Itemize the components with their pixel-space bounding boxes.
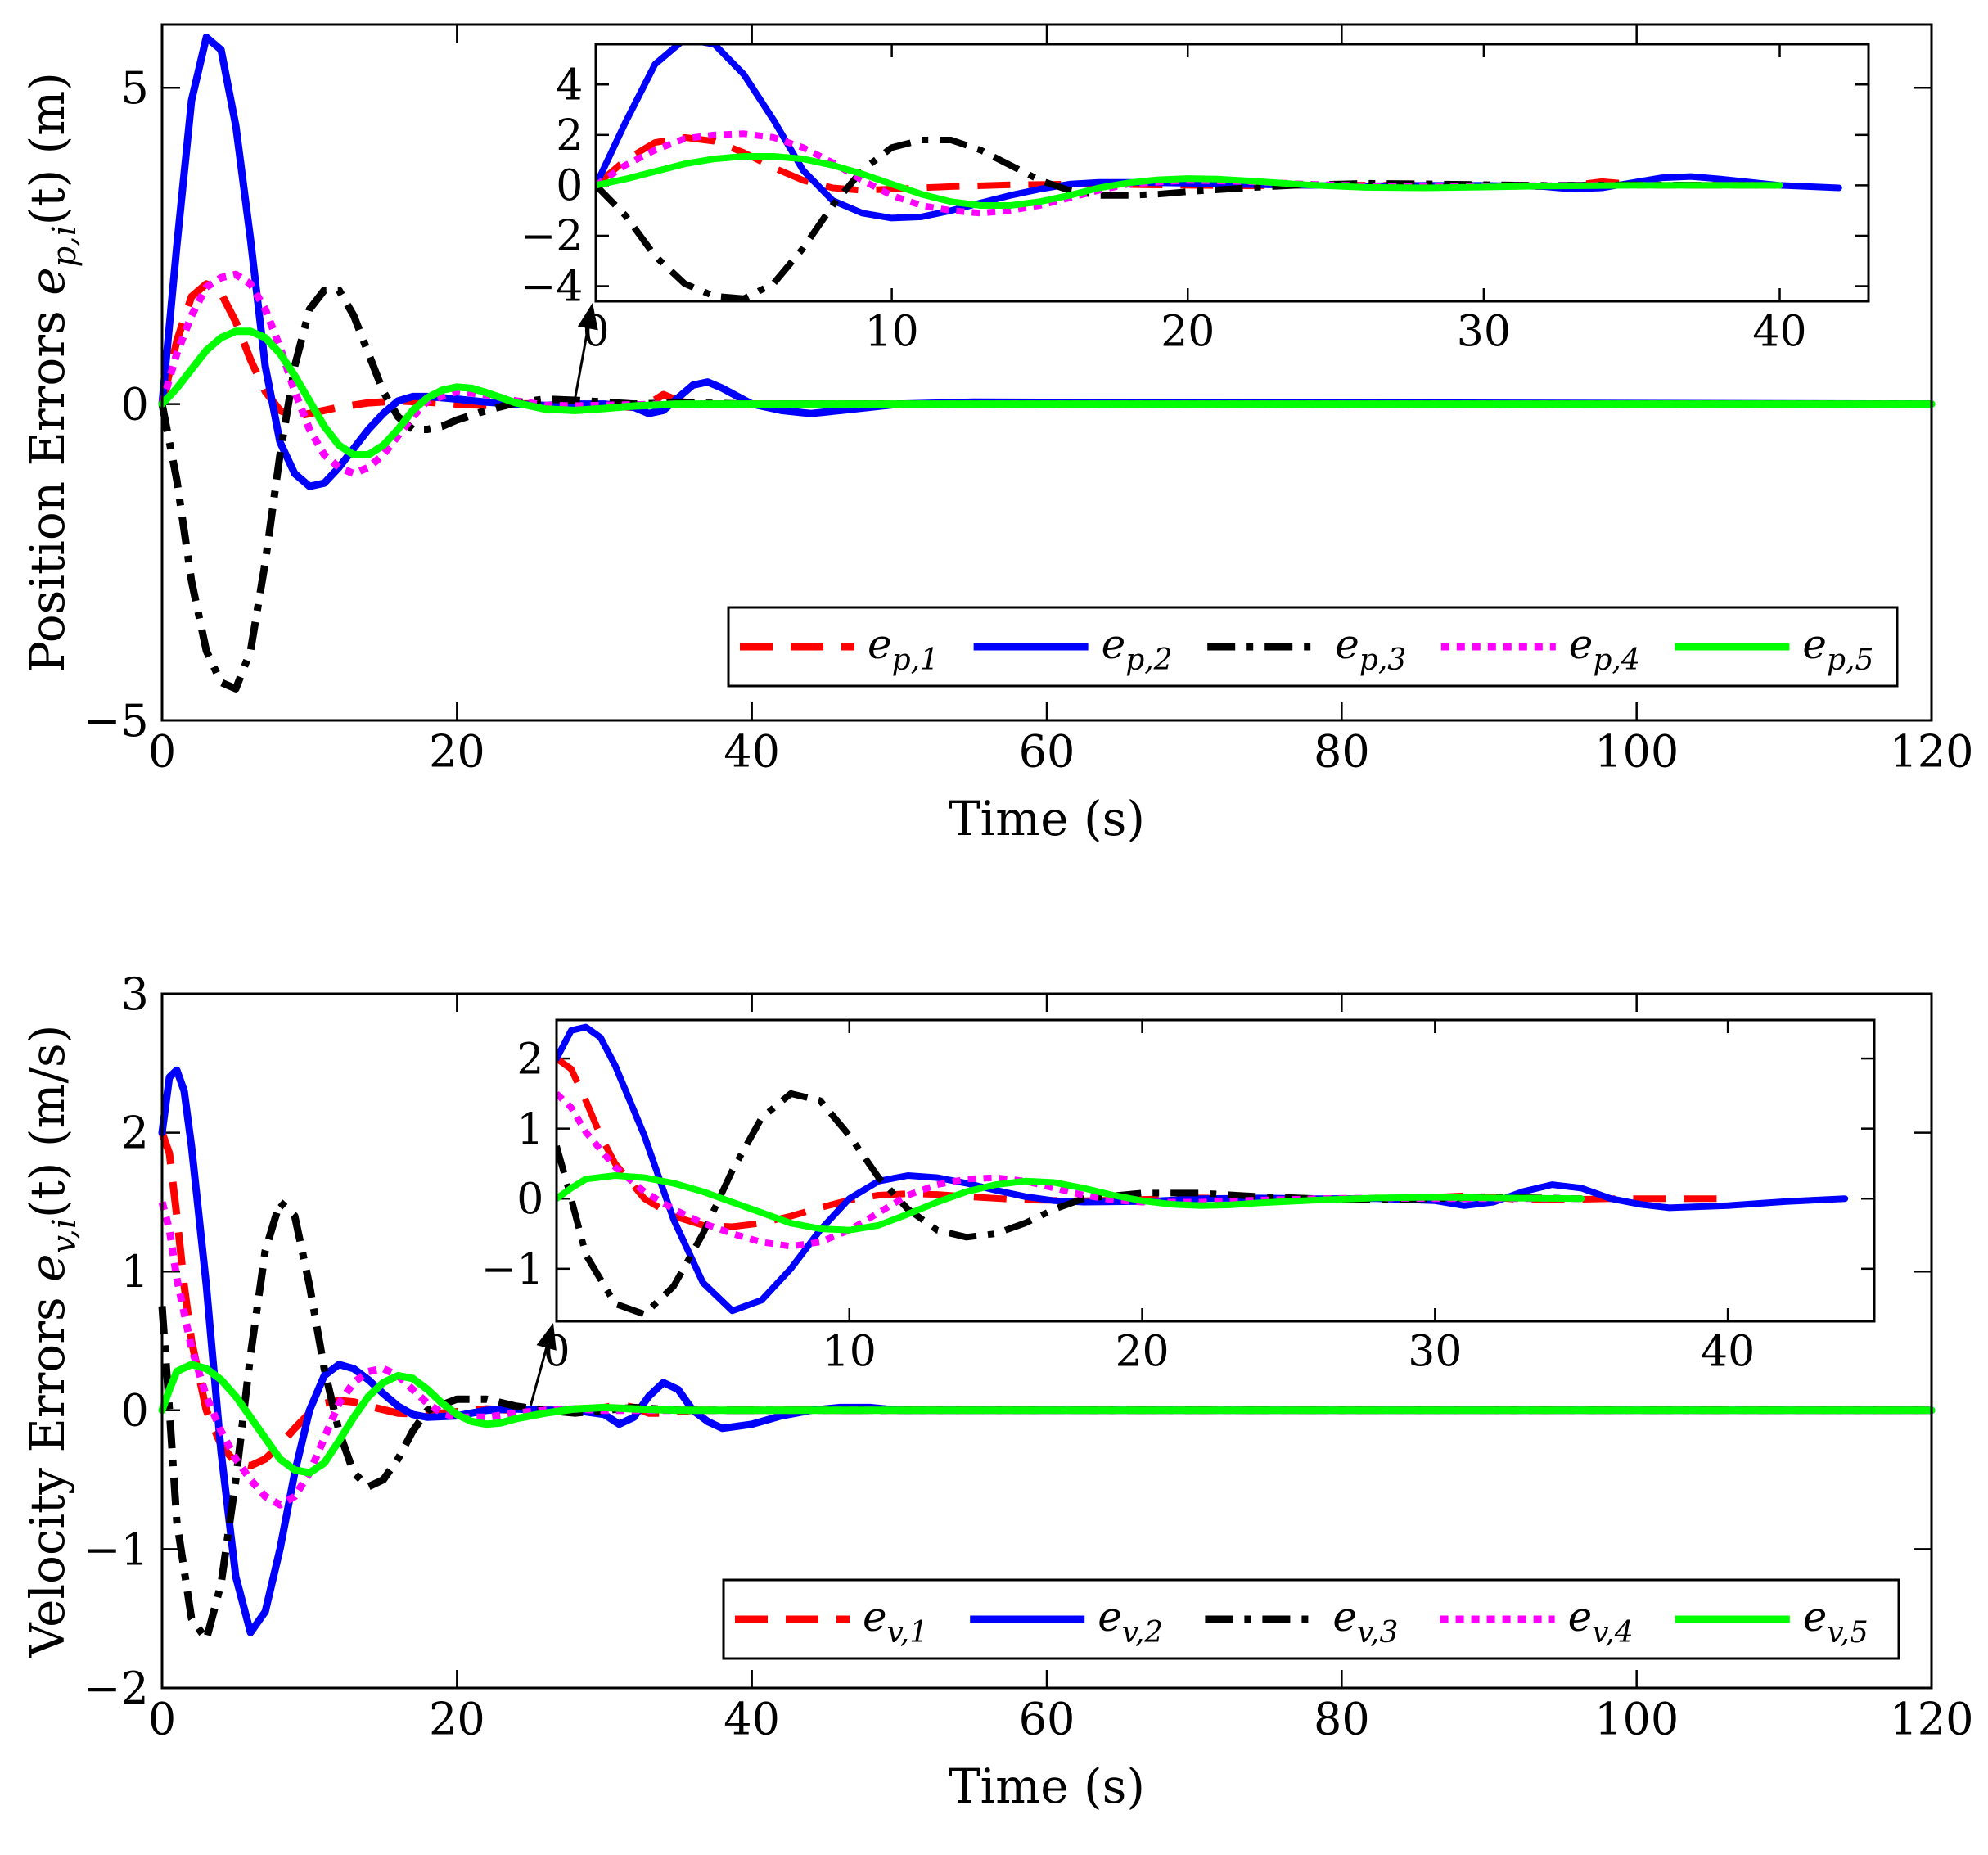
velocity-series-v-2 bbox=[158, 1066, 1936, 1636]
position-zoom-arrowhead bbox=[577, 303, 598, 331]
velocity-main-ytick-label: 1 bbox=[120, 1246, 148, 1298]
position-main-frame-overlay bbox=[160, 23, 1933, 722]
velocity-main-xtick-label: 100 bbox=[1594, 1694, 1679, 1745]
position-inset-xtick-label: 20 bbox=[1161, 308, 1215, 357]
position-inset-series-p-5 bbox=[596, 153, 1783, 209]
position-legend-label: ep,5 bbox=[1802, 621, 1873, 677]
position-series-p-2 bbox=[158, 34, 1936, 490]
position-x-axis-label: Time (s) bbox=[949, 791, 1145, 846]
position-inset-ytick-label: 2 bbox=[556, 111, 583, 160]
position-inset-plot bbox=[596, 44, 1842, 301]
position-legend-label: ep,1 bbox=[868, 621, 939, 677]
velocity-inset-xtick-label: 0 bbox=[543, 1328, 570, 1377]
velocity-legend-label: ev,4 bbox=[1568, 1593, 1634, 1650]
position-legend: ep,1 ep,2 ep,3 ep,4 ep,5 bbox=[727, 606, 1899, 688]
velocity-main-xtick-label: 60 bbox=[1019, 1694, 1075, 1745]
velocity-inset-plot bbox=[557, 1023, 1849, 1318]
velocity-main-xtick-label: 80 bbox=[1314, 1694, 1370, 1745]
velocity-main-ytick-label: −2 bbox=[83, 1663, 149, 1714]
velocity-main-xtick-label: 0 bbox=[148, 1694, 176, 1745]
velocity-legend: ev,1 ev,2 ev,3 ev,4 ev,5 bbox=[722, 1578, 1900, 1660]
position-zoom-arrow bbox=[573, 327, 590, 399]
position-legend-label: ep,2 bbox=[1102, 621, 1173, 677]
position-main-xtick-label: 60 bbox=[1019, 726, 1075, 778]
velocity-main-xtick-label: 120 bbox=[1889, 1694, 1973, 1745]
velocity-y-axis-label: Velocity Errors ev,i(t) (m/s) bbox=[20, 1025, 83, 1659]
velocity-series-v-4 bbox=[158, 1201, 1932, 1509]
position-inset-xtick-label: 30 bbox=[1457, 308, 1511, 357]
velocity-zoom-arrowhead bbox=[536, 1323, 557, 1351]
position-main-xtick-label: 100 bbox=[1594, 726, 1679, 778]
position-y-axis-label: Position Errors ep,i(t) (m) bbox=[20, 72, 83, 673]
position-main-xtick-label: 80 bbox=[1314, 726, 1370, 778]
position-inset-ytick-label: 0 bbox=[556, 162, 583, 211]
velocity-main-xtick-label: 20 bbox=[429, 1694, 485, 1745]
position-inset-frame-overlay bbox=[594, 43, 1870, 303]
position-main-xtick-label: 0 bbox=[148, 726, 176, 778]
velocity-main-ytick-label: −1 bbox=[83, 1523, 149, 1575]
position-inset-xtick-label: 40 bbox=[1752, 308, 1806, 357]
velocity-inset-series-v-4 bbox=[557, 1091, 1582, 1250]
velocity-main-ytick-label: 3 bbox=[120, 968, 148, 1020]
velocity-series-v-5 bbox=[158, 1361, 1936, 1477]
position-main-ytick-label: 5 bbox=[120, 62, 148, 114]
velocity-inset-xtick-label: 10 bbox=[823, 1328, 877, 1377]
position-series-p-4 bbox=[158, 270, 1932, 478]
position-main-xtick-label: 120 bbox=[1889, 726, 1973, 778]
position-legend-label: ep,3 bbox=[1335, 621, 1406, 677]
velocity-inset-ytick-label: 2 bbox=[516, 1035, 543, 1084]
position-main-xtick-label: 20 bbox=[429, 726, 485, 778]
velocity-inset-xtick-label: 30 bbox=[1408, 1328, 1462, 1377]
velocity-inset-xtick-label: 20 bbox=[1115, 1328, 1169, 1377]
velocity-x-axis-label: Time (s) bbox=[949, 1758, 1145, 1814]
position-inset-ytick-label: −4 bbox=[521, 263, 584, 312]
velocity-legend-label: ev,3 bbox=[1332, 1593, 1398, 1650]
velocity-inset-series-v-5 bbox=[557, 1172, 1585, 1234]
velocity-zoom-arrow bbox=[529, 1346, 548, 1406]
position-legend-label: ep,4 bbox=[1569, 621, 1640, 677]
velocity-inset-frame-overlay bbox=[555, 1018, 1876, 1323]
position-main-ytick-label: 0 bbox=[120, 379, 148, 431]
position-series-p-3 bbox=[158, 287, 1932, 693]
position-inset-xtick-label: 0 bbox=[582, 308, 609, 357]
position-inset-ytick-label: −2 bbox=[521, 212, 584, 261]
velocity-inset-series-v-2 bbox=[557, 1023, 1849, 1315]
position-series-p-5 bbox=[158, 327, 1936, 458]
velocity-main-ytick-label: 0 bbox=[120, 1385, 148, 1437]
position-inset-series-p-3 bbox=[596, 137, 1780, 301]
velocity-legend-label: ev,5 bbox=[1803, 1593, 1869, 1650]
velocity-inset-ytick-label: −1 bbox=[481, 1245, 544, 1294]
velocity-inset-ytick-label: 1 bbox=[516, 1105, 543, 1154]
velocity-inset-ytick-label: 0 bbox=[516, 1175, 543, 1224]
position-inset-xtick-label: 10 bbox=[865, 308, 919, 357]
velocity-inset-xtick-label: 40 bbox=[1701, 1328, 1755, 1377]
velocity-legend-label: ev,1 bbox=[863, 1593, 928, 1650]
position-main-xtick-label: 40 bbox=[724, 726, 780, 778]
position-inset-ytick-label: 4 bbox=[556, 61, 583, 110]
velocity-inset-series-v-3 bbox=[557, 1090, 1582, 1318]
position-series-p-1 bbox=[158, 280, 1932, 421]
velocity-main-ytick-label: 2 bbox=[120, 1108, 148, 1159]
velocity-main-frame-overlay bbox=[160, 992, 1933, 1690]
velocity-main-xtick-label: 40 bbox=[724, 1694, 780, 1745]
velocity-inset-axes-frame bbox=[555, 1018, 1876, 1323]
position-main-ytick-label: −5 bbox=[83, 695, 149, 747]
velocity-inset-series-v-1 bbox=[557, 1055, 1729, 1230]
velocity-legend-label: ev,2 bbox=[1098, 1593, 1163, 1650]
